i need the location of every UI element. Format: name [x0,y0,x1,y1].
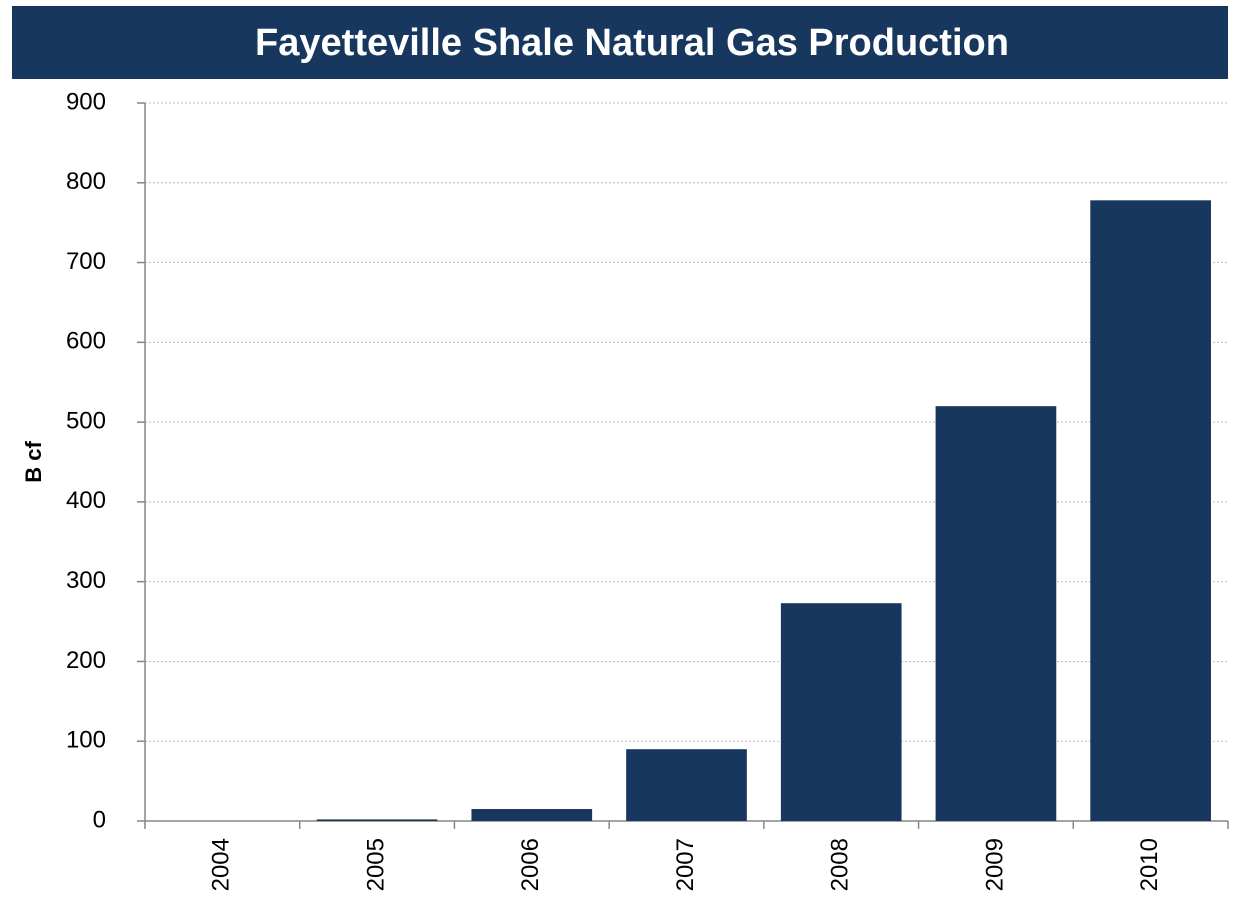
y-tick-label: 0 [93,806,106,833]
y-tick-label: 200 [66,647,106,674]
y-tick-label: 300 [66,567,106,594]
title-banner [12,6,1228,79]
y-axis-label: B cf [21,441,46,483]
bar [471,809,593,821]
y-tick-label: 400 [66,487,106,514]
bar [935,406,1057,821]
y-tick-label: 100 [66,727,106,754]
bar [626,749,747,821]
y-tick-label: 900 [66,88,106,115]
y-tick-label: 700 [66,248,106,275]
x-tick-label: 2004 [208,838,235,891]
bar [316,819,438,821]
bar [1090,200,1211,822]
chart-title: Fayetteville Shale Natural Gas Productio… [255,22,1009,64]
x-tick-label: 2005 [362,838,389,891]
y-tick-label: 800 [66,168,106,195]
x-tick-label: 2008 [827,838,854,891]
x-tick-label: 2007 [672,838,699,891]
x-tick-label: 2006 [517,838,544,891]
x-tick-label: 2010 [1136,838,1163,891]
x-tick-label: 2009 [981,838,1008,891]
y-tick-label: 600 [66,328,106,355]
bar [780,603,902,821]
y-tick-label: 500 [66,407,106,434]
